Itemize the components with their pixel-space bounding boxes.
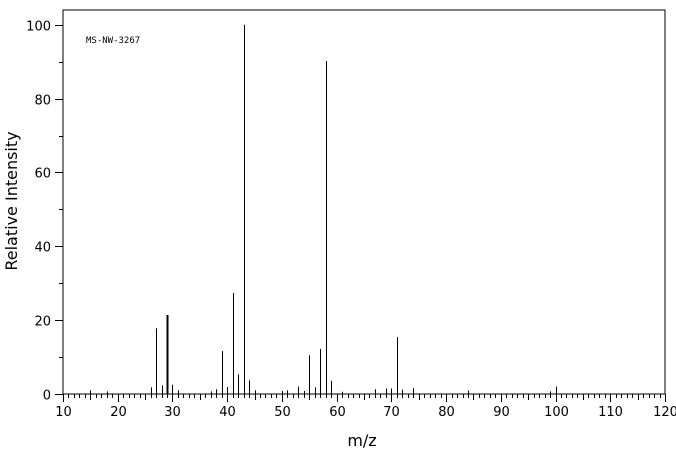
y-tick-label: 20: [34, 315, 51, 330]
y-tick-label: 40: [34, 241, 51, 256]
minor-ticks-group: [59, 62, 661, 400]
x-tick-label: 60: [329, 405, 346, 420]
x-tick-label: 10: [55, 405, 72, 420]
major-ticks-group: [55, 25, 666, 402]
y-tick-label: 0: [43, 389, 51, 404]
x-tick-label: 100: [544, 405, 569, 420]
x-tick-label: 30: [164, 405, 181, 420]
x-tick-label: 80: [438, 405, 455, 420]
tick-labels-group: 10 20 30 40 50 60 70 80 90 100 110 120 0 20 40 60 80 100: [26, 20, 676, 421]
x-axis-title: m/z: [347, 431, 376, 450]
x-tick-label: 90: [493, 405, 510, 420]
plot-frame: [62, 9, 666, 395]
spectrum-id-annotation: MS-NW-3267: [86, 36, 140, 46]
peaks-group: [90, 24, 557, 394]
x-tick-label: 70: [383, 405, 400, 420]
x-tick-label: 110: [598, 405, 623, 420]
y-axis-title: Relative Intensity: [2, 131, 21, 270]
x-tick-label: 50: [274, 405, 291, 420]
y-tick-label: 60: [34, 167, 51, 182]
x-tick-label: 20: [110, 405, 127, 420]
y-tick-label: 100: [26, 20, 51, 35]
x-tick-label: 40: [219, 405, 236, 420]
y-tick-label: 80: [34, 94, 51, 109]
x-tick-label: 120: [653, 405, 676, 420]
plot-frame-group: [62, 9, 666, 395]
